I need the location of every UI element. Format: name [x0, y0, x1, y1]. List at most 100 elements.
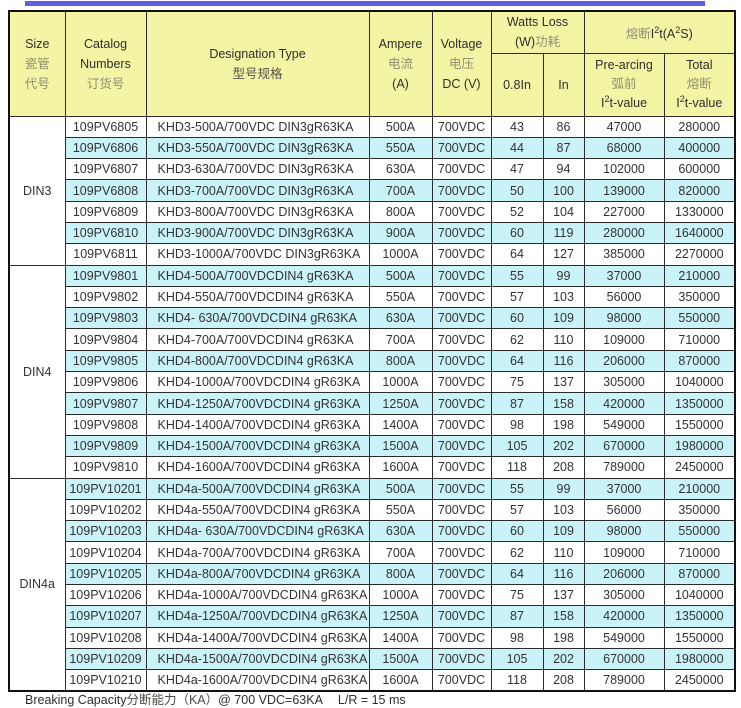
voltage-cell: 700VDC — [431, 392, 492, 415]
col-header-ampere: Ampere 电流 (A) — [368, 10, 433, 117]
total-i2t-cell: 710000 — [663, 541, 736, 564]
catalog-cell: 109PV10202 — [64, 498, 147, 522]
table-row: 109PV9803 KHD4- 630A/700VDCDIN4 gR63KA 6… — [9, 307, 736, 330]
voltage-cell: 700VDC — [431, 434, 492, 458]
designation-cell: KHD3-800A/700VDC DIN3gR63KA — [145, 200, 370, 223]
catalog-cell: 109PV10204 — [64, 541, 147, 564]
voltage-cell: 700VDC — [431, 605, 492, 628]
table-row: 109PV10202 KHD4a-550A/700VDCDIN4 gR63KA … — [9, 498, 736, 522]
table-header: Size 瓷管 代号 Catalog Numbers 订货号 Designati… — [8, 10, 736, 117]
ampere-cell: 900A — [368, 221, 433, 245]
ampere-cell: 1250A — [368, 392, 433, 415]
table-row: 109PV10208 KHD4a-1400A/700VDCDIN4 gR63KA… — [9, 626, 736, 649]
total-i2t-cell: 1040000 — [663, 371, 736, 394]
table-row: 109PV6810 KHD3-900A/700VDC DIN3gR63KA 90… — [9, 221, 736, 245]
designation-cell: KHD4-800A/700VDCDIN4 gR63KA — [145, 349, 370, 373]
ampere-cell: 800A — [368, 562, 433, 586]
ampere-cell: 630A — [368, 520, 433, 543]
table-row: 109PV9806 KHD4-1000A/700VDCDIN4 gR63KA 1… — [9, 371, 736, 394]
prearcing-label-zh: 弧前 — [611, 77, 637, 91]
note-at: @ 700 VDC=63KA — [218, 693, 323, 707]
ampere-cell: 500A — [368, 115, 433, 138]
table-row: 109PV9808 KHD4-1400A/700VDCDIN4 gR63KA 1… — [9, 413, 736, 436]
ampere-label-unit: (A) — [392, 76, 409, 91]
watts-loss-0.8in-cell: 44 — [490, 136, 544, 160]
catalog-cell: 109PV10206 — [64, 584, 147, 607]
total-label-i2t: I2t-value — [676, 93, 723, 110]
ampere-cell: 800A — [368, 200, 433, 223]
voltage-cell: 700VDC — [431, 158, 492, 181]
designation-cell: KHD4-1250A/700VDCDIN4 gR63KA — [145, 392, 370, 415]
prearcing-i2t-cell: 305000 — [583, 371, 665, 394]
total-i2t-cell: 1980000 — [663, 647, 736, 671]
catalog-cell: 109PV6808 — [64, 179, 147, 202]
total-i2t-cell: 2270000 — [663, 243, 736, 266]
designation-cell: KHD4-700A/700VDCDIN4 gR63KA — [145, 328, 370, 351]
voltage-cell: 700VDC — [431, 264, 492, 287]
table-row: 109PV10207 KHD4a-1250A/700VDCDIN4 gR63KA… — [9, 605, 736, 628]
catalog-cell: 109PV10205 — [64, 562, 147, 586]
watts-loss-0.8in-cell: 52 — [490, 200, 544, 223]
catalog-cell: 109PV10210 — [64, 669, 147, 692]
total-label-en: Total — [686, 58, 713, 72]
size-group-cell: DIN3 — [8, 115, 66, 266]
designation-cell: KHD4-550A/700VDCDIN4 gR63KA — [145, 285, 370, 309]
table-row: 109PV6806 KHD3-550A/700VDC DIN3gR63KA 55… — [9, 136, 736, 160]
voltage-label-unit: DC (V) — [442, 76, 481, 91]
size-label-zh2: 代号 — [24, 76, 50, 91]
total-i2t-cell: 210000 — [663, 477, 736, 500]
designation-cell: KHD4a-500A/700VDCDIN4 gR63KA — [145, 477, 370, 500]
watts-loss-in-cell: 202 — [542, 647, 585, 671]
note-lr: L/R = 15 ms — [337, 693, 406, 707]
designation-cell: KHD3-700A/700VDC DIN3gR63KA — [145, 179, 370, 202]
catalog-cell: 109PV10203 — [64, 520, 147, 543]
watts-loss-in-cell: 103 — [542, 498, 585, 522]
catalog-cell: 109PV9804 — [64, 328, 147, 351]
watts-loss-0.8in-cell: 118 — [490, 456, 544, 479]
table-row: 109PV6807 KHD3-630A/700VDC DIN3gR63KA 63… — [9, 158, 736, 181]
watts-loss-in-cell: 86 — [542, 115, 585, 138]
watts-loss-0.8in-cell: 118 — [490, 669, 544, 692]
catalog-cell: 109PV10207 — [64, 605, 147, 628]
total-i2t-cell: 1040000 — [663, 584, 736, 607]
watts-loss-0.8in-cell: 105 — [490, 647, 544, 671]
prearcing-i2t-cell: 280000 — [583, 221, 665, 245]
catalog-cell: 109PV6810 — [64, 221, 147, 245]
table-row: DIN4 109PV9801 KHD4-500A/700VDCDIN4 gR63K… — [8, 264, 736, 479]
watts-loss-in-cell: 109 — [542, 307, 585, 330]
voltage-cell: 700VDC — [431, 541, 492, 564]
table-row: DIN3 109PV6805 KHD3-500A/700VDC DIN3gR63K… — [8, 115, 736, 266]
catalog-cell: 109PV10208 — [64, 626, 147, 649]
col-header-0.8in: 0.8In — [490, 52, 544, 117]
designation-cell: KHD3-900A/700VDC DIN3gR63KA — [145, 221, 370, 245]
prearcing-i2t-cell: 206000 — [583, 562, 665, 586]
voltage-cell: 700VDC — [431, 413, 492, 436]
table-row: 109PV10206 KHD4a-1000A/700VDCDIN4 gR63KA… — [9, 584, 736, 607]
watts-loss-0.8in-cell: 64 — [490, 562, 544, 586]
catalog-cell: 109PV9801 — [64, 264, 147, 287]
prearcing-i2t-cell: 789000 — [583, 456, 665, 479]
voltage-label-en: Voltage — [440, 36, 483, 51]
voltage-cell: 700VDC — [431, 243, 492, 266]
watts-loss-0.8in-cell: 43 — [490, 115, 544, 138]
watts-loss-0.8in-cell: 62 — [490, 328, 544, 351]
watts-loss-label-en: Watts Loss — [506, 15, 569, 30]
watts-loss-0.8in-cell: 87 — [490, 392, 544, 415]
table-body: DIN3 109PV6805 KHD3-500A/700VDC DIN3gR63K… — [8, 115, 736, 692]
watts-loss-0.8in-cell: 75 — [490, 371, 544, 394]
voltage-cell: 700VDC — [431, 477, 492, 500]
prearcing-i2t-cell: 305000 — [583, 584, 665, 607]
voltage-cell: 700VDC — [431, 584, 492, 607]
catalog-cell: 109PV10201 — [64, 477, 147, 500]
col-header-prearcing: Pre-arcing 弧前 I2t-value — [583, 52, 665, 117]
catalog-cell: 109PV9803 — [64, 307, 147, 330]
table-row: 109PV6808 KHD3-700A/700VDC DIN3gR63KA 70… — [9, 179, 736, 202]
col-header-in: In — [542, 52, 585, 117]
watts-loss-in-cell: 198 — [542, 626, 585, 649]
watts-loss-0.8in-cell: 64 — [490, 349, 544, 373]
watts-loss-in-cell: 158 — [542, 392, 585, 415]
ampere-cell: 500A — [368, 264, 433, 287]
watts-loss-in-cell: 116 — [542, 349, 585, 373]
total-i2t-cell: 1550000 — [663, 626, 736, 649]
watts-loss-0.8in-cell: 57 — [490, 498, 544, 522]
